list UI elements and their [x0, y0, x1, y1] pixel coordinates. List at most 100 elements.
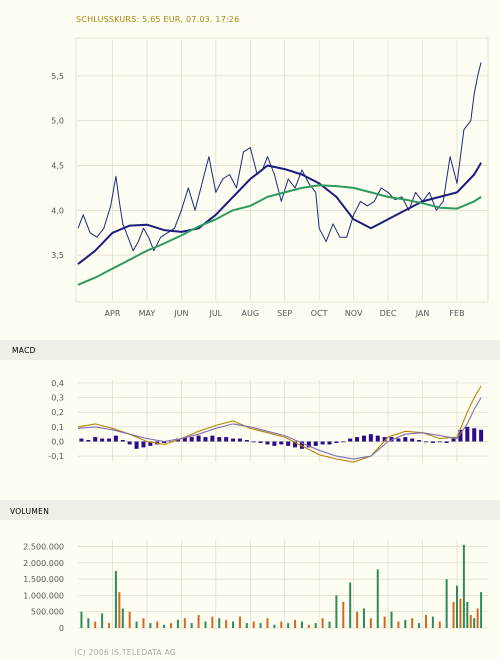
price-y-tick-label: 5,0: [51, 117, 64, 126]
price-line-ma_short: [77, 162, 482, 265]
volume-bar: [114, 570, 117, 628]
volume-bar: [183, 618, 186, 628]
macd-histogram-bar: [286, 441, 291, 446]
macd-histogram-bar: [361, 435, 366, 442]
volume-section-title: VOLUMEN: [10, 507, 49, 516]
volume-bar: [225, 619, 228, 628]
macd-section-title: MACD: [12, 346, 36, 355]
volume-y-tick-label: 500.000: [31, 608, 64, 617]
volume-bar: [232, 621, 235, 628]
volume-bar: [321, 618, 324, 628]
month-label: SEP: [277, 309, 292, 318]
macd-y-tick-labels: 0,4 0,3 0,2 0,1 0,0 -0,1: [48, 379, 64, 461]
macd-histogram-bar: [334, 441, 339, 443]
volume-section-band: [0, 500, 500, 520]
volume-bar: [163, 624, 166, 628]
volume-bar: [218, 618, 221, 628]
macd-histogram-bar: [479, 429, 484, 442]
macd-macd-line: [77, 385, 482, 463]
volume-y-tick-label: 1.000.000: [23, 591, 64, 600]
macd-histogram-bar: [423, 441, 428, 443]
volume-y-tick-label: 2.000.000: [23, 559, 64, 568]
macd-histogram-bar: [279, 441, 284, 445]
volume-bar: [238, 616, 241, 628]
macd-histogram-bar: [293, 441, 298, 448]
price-line-close: [77, 62, 482, 252]
month-label: AUG: [242, 309, 260, 318]
macd-histogram-bar: [237, 438, 242, 442]
volume-bar: [142, 618, 145, 628]
price-series: [77, 62, 482, 286]
volume-gridlines: [78, 540, 488, 629]
volume-y-tick-label: 0: [59, 624, 64, 633]
volume-bar: [480, 592, 483, 628]
volume-bar: [459, 598, 462, 628]
volume-bar: [397, 621, 400, 628]
price-y-tick-label: 5,5: [51, 72, 64, 81]
volume-bar: [349, 582, 352, 628]
macd-histogram-bar: [430, 441, 435, 443]
macd-histogram-bar: [320, 441, 325, 445]
volume-bar: [121, 608, 124, 628]
macd-histogram-bar: [182, 437, 187, 442]
macd-histogram-bar: [210, 435, 215, 442]
volume-bar: [101, 613, 104, 628]
volume-bar: [170, 623, 173, 628]
macd-histogram-bar: [451, 438, 456, 442]
macd-histogram-bar: [410, 438, 415, 442]
volume-bar: [369, 618, 372, 628]
macd-histogram-bar: [100, 438, 105, 442]
month-label: JUL: [208, 309, 222, 318]
volume-bar: [252, 621, 255, 628]
volume-bar: [404, 619, 407, 628]
macd-y-tick-label: 0,1: [51, 423, 64, 432]
month-label: NOV: [345, 309, 363, 318]
macd-histogram-bar: [272, 441, 277, 446]
macd-histogram-bar: [265, 441, 270, 445]
macd-y-tick-label: 0,3: [51, 394, 64, 403]
macd-histogram-bar: [403, 437, 408, 442]
price-y-tick-label: 4,0: [51, 206, 64, 215]
macd-panel: 0,4 0,3 0,2 0,1 0,0 -0,1: [48, 379, 488, 463]
volume-bar: [149, 623, 152, 628]
macd-y-tick-label: 0,0: [51, 438, 64, 447]
macd-histogram-bar: [306, 441, 311, 448]
macd-gridlines: [78, 380, 488, 462]
volume-bar: [431, 616, 434, 628]
macd-histogram-bar: [472, 428, 477, 442]
macd-section-band: [0, 340, 500, 360]
macd-histogram-bar: [120, 440, 125, 442]
volume-bar: [307, 624, 310, 628]
macd-y-tick-label: 0,4: [51, 379, 64, 388]
volume-bar: [80, 611, 83, 628]
price-gridlines: [78, 40, 488, 300]
volume-bar: [287, 623, 290, 628]
macd-histogram-bar: [141, 441, 146, 448]
volume-bar: [383, 616, 386, 628]
volume-bar: [118, 592, 121, 628]
month-label: JAN: [415, 309, 430, 318]
macd-histogram-bar: [134, 441, 139, 449]
volume-bar: [438, 621, 441, 628]
macd-histogram-bar: [313, 441, 318, 446]
macd-histogram-bar: [348, 438, 353, 442]
volume-bar: [418, 623, 421, 628]
macd-histogram-bar: [389, 437, 394, 442]
volume-bar: [245, 623, 248, 628]
macd-histogram-bar: [341, 441, 346, 443]
price-plot-frame: [75, 37, 489, 303]
macd-histogram-bar: [299, 441, 304, 449]
macd-histogram-bar: [86, 440, 91, 442]
macd-histogram-bar: [93, 437, 98, 442]
volume-bar: [466, 601, 469, 628]
macd-histogram-bar: [458, 429, 463, 442]
macd-histogram-bar: [375, 435, 380, 442]
volume-y-tick-label: 1.500.000: [23, 575, 64, 584]
volume-bar: [476, 608, 479, 628]
volume-bar: [135, 621, 138, 628]
month-label: JUN: [173, 309, 188, 318]
volume-bar: [128, 611, 131, 628]
volume-bar: [452, 601, 455, 628]
macd-histogram-bar: [127, 441, 132, 445]
